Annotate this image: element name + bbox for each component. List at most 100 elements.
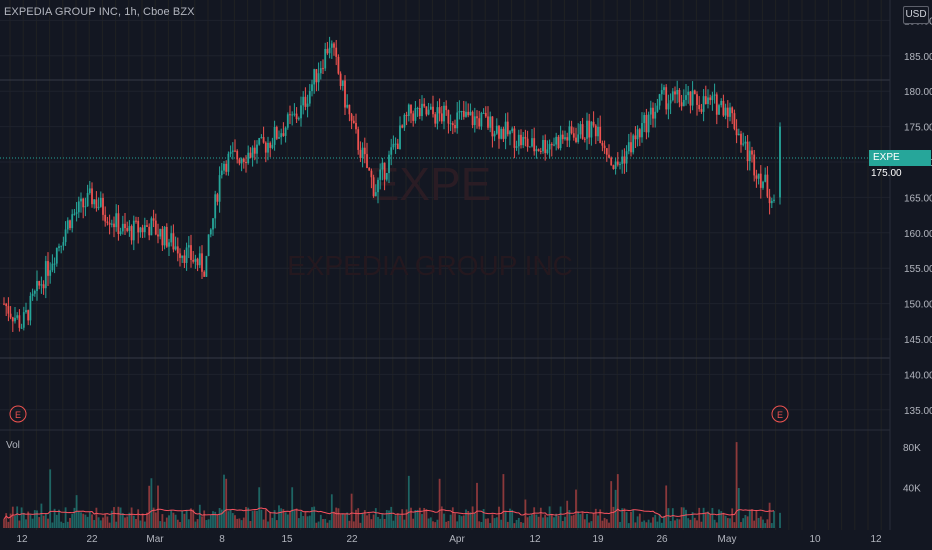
price-tick-label: 185.00	[904, 52, 932, 63]
volume-bar	[22, 512, 25, 528]
volume-bar	[436, 519, 439, 528]
candle-body	[51, 263, 54, 271]
candle-body	[484, 112, 487, 117]
volume-bar	[451, 507, 454, 528]
volume-bar	[368, 513, 371, 528]
volume-bar	[174, 514, 177, 528]
volume-bar	[262, 519, 265, 528]
candle-body	[355, 123, 357, 130]
volume-bar	[203, 510, 206, 528]
volume-bar	[399, 515, 401, 528]
volume-bar	[126, 516, 129, 528]
volume-bar	[753, 520, 756, 528]
volume-bar	[223, 474, 225, 528]
volume-bar	[66, 521, 69, 528]
candle-body	[548, 144, 551, 150]
volume-bar	[724, 515, 727, 528]
candle-body	[396, 143, 399, 149]
volume-bar	[759, 516, 762, 528]
currency-button[interactable]: USD	[903, 6, 929, 24]
candle-body	[542, 139, 544, 152]
volume-bar	[498, 506, 500, 528]
candle-body	[392, 143, 395, 148]
volume-bar	[374, 508, 377, 528]
volume-bar	[260, 509, 263, 528]
volume-bar	[423, 507, 426, 528]
candle-body	[7, 306, 10, 314]
candle-body	[165, 226, 168, 247]
candle-body	[533, 138, 536, 152]
time-tick-label: 12	[529, 534, 541, 545]
volume-bar	[319, 514, 322, 528]
volume-bar	[275, 520, 278, 528]
volume-bar	[247, 507, 250, 528]
candle-body	[267, 142, 269, 153]
volume-bar	[748, 509, 751, 528]
volume-bar	[97, 517, 100, 528]
volume-bar	[335, 507, 338, 528]
candle-body	[31, 293, 34, 296]
volume-tick-label: 40K	[903, 484, 921, 495]
volume-bar	[119, 507, 122, 528]
volume-bar	[209, 515, 212, 528]
volume-bar	[773, 510, 775, 528]
candle-body	[482, 112, 485, 114]
candle-body	[526, 138, 529, 147]
candle-body	[575, 137, 577, 142]
price-tick-label: 180.00	[904, 87, 932, 98]
volume-bar	[381, 513, 384, 528]
volume-bar	[502, 474, 505, 528]
candle-body	[390, 147, 393, 155]
volume-bar	[62, 523, 65, 528]
earnings-marker-may[interactable]	[771, 405, 789, 423]
volume-bar	[99, 520, 102, 528]
candle-body	[220, 170, 223, 176]
candle-body	[469, 111, 472, 116]
volume-bar	[350, 493, 353, 528]
volume-bar	[632, 509, 635, 528]
candle-body	[152, 218, 155, 221]
candle-body	[592, 121, 595, 126]
price-axis-labels: 135.00 140.00 145.00 150.00 155.00 160.00 165.…	[904, 16, 932, 416]
candle-body	[231, 150, 234, 152]
volume-tick-label: 80K	[903, 443, 921, 454]
volume-bar	[704, 512, 707, 528]
volume-bar	[682, 507, 685, 528]
candle-body	[762, 181, 764, 188]
candle-body	[293, 113, 296, 115]
volume-bar	[458, 515, 461, 528]
volume-bar	[757, 518, 760, 528]
candle-body	[198, 253, 201, 266]
candle-body	[357, 129, 360, 150]
volume-bar	[665, 485, 668, 528]
volume-bar	[333, 511, 335, 528]
volume-bar	[601, 520, 604, 528]
earnings-markers[interactable]: E E	[9, 405, 789, 423]
volume-bar	[344, 514, 346, 528]
volume-bar	[51, 522, 54, 528]
candle-body	[42, 284, 45, 289]
candle-body	[700, 109, 703, 112]
current-price-tag: EXPE 175.00	[869, 150, 931, 179]
earnings-marker-feb[interactable]	[9, 405, 27, 423]
volume-bar	[559, 506, 562, 528]
candle-body	[374, 192, 377, 197]
candle-body	[181, 255, 184, 258]
volume-bar	[311, 507, 313, 528]
candle-body	[168, 242, 170, 247]
volume-bar	[478, 521, 481, 528]
candle-body	[214, 194, 217, 219]
volume-bar	[60, 521, 63, 528]
volume-bar	[678, 519, 681, 528]
candle-body	[201, 253, 203, 272]
volume-bar	[108, 522, 111, 528]
candle-body	[566, 137, 569, 141]
candle-body	[157, 234, 159, 237]
volume-bar	[715, 522, 718, 528]
volume-bar	[537, 516, 540, 528]
volume-bar	[504, 511, 507, 528]
volume-bar	[720, 511, 723, 528]
volume-bar	[405, 509, 408, 528]
volume-bar	[443, 513, 445, 528]
